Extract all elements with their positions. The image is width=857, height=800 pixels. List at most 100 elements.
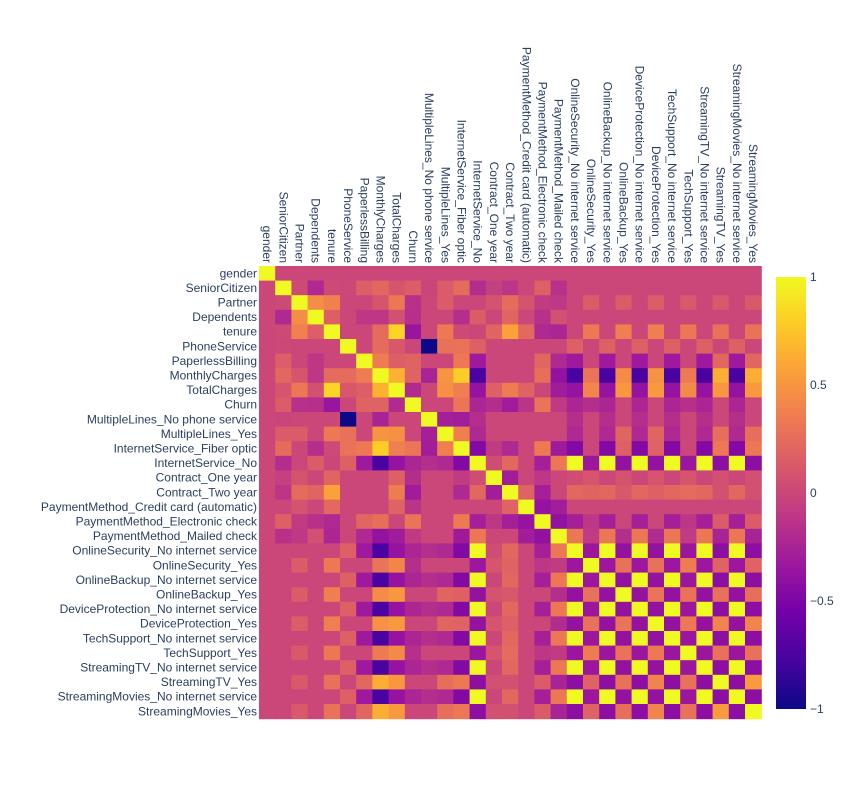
heatmap-cell: [372, 499, 390, 515]
heatmap-cell: [307, 528, 325, 544]
y-tick-label: TechSupport_Yes: [163, 646, 257, 660]
heatmap-cell: [518, 572, 535, 588]
heatmap-cell: [712, 660, 730, 676]
heatmap-cell: [696, 266, 714, 282]
heatmap-cell: [340, 455, 357, 471]
heatmap-cell: [372, 543, 390, 559]
heatmap-cell: [453, 631, 471, 647]
heatmap-cell: [615, 280, 633, 296]
y-tick-label: InternetService_No: [154, 456, 257, 470]
heatmap-cell: [566, 558, 584, 574]
heatmap-cell: [583, 295, 600, 311]
heatmap-cell: [647, 631, 665, 647]
heatmap-cell: [599, 382, 616, 398]
heatmap-cell: [631, 499, 649, 515]
heatmap-cell: [550, 543, 568, 559]
heatmap-cell: [340, 280, 357, 296]
heatmap-cell: [680, 470, 697, 486]
heatmap-cell: [534, 558, 552, 574]
heatmap-cell: [745, 601, 762, 617]
heatmap-cell: [728, 426, 746, 442]
heatmap-cell: [340, 470, 357, 486]
heatmap-cell: [680, 455, 697, 471]
heatmap-cell: [485, 353, 503, 369]
heatmap-cell: [615, 324, 633, 340]
heatmap-cell: [647, 485, 665, 501]
heatmap-cell: [631, 309, 649, 325]
heatmap-cell: [340, 645, 357, 661]
heatmap-cell: [388, 660, 406, 676]
x-tick-label: OnlineSecurity_No internet service: [568, 78, 582, 263]
heatmap-cell: [372, 412, 390, 428]
heatmap-cell: [437, 309, 454, 325]
heatmap-cell: [680, 339, 697, 355]
heatmap-cell: [437, 587, 454, 603]
heatmap-cell: [631, 558, 649, 574]
heatmap-cell: [404, 295, 422, 311]
heatmap-cell: [615, 470, 633, 486]
heatmap-cell: [469, 368, 487, 384]
heatmap-cell: [583, 368, 600, 384]
heatmap-cell: [566, 543, 584, 559]
heatmap-cell: [696, 660, 714, 676]
x-tick-label: DeviceProtection_No internet service: [633, 66, 647, 264]
heatmap-cell: [502, 514, 519, 530]
heatmap-cell: [583, 382, 600, 398]
heatmap-cell: [356, 382, 373, 398]
heatmap-cell: [388, 645, 406, 661]
heatmap-cell: [291, 397, 309, 413]
heatmap-cell: [372, 601, 390, 617]
heatmap-cell: [518, 280, 535, 296]
heatmap-cell: [550, 674, 568, 690]
x-tick-label: MultipleLines_Yes: [438, 167, 452, 263]
heatmap-cell: [566, 587, 584, 603]
heatmap-cell: [502, 382, 519, 398]
x-tick-label: PaymentMethod_Electronic check: [536, 82, 550, 264]
heatmap-cell: [291, 528, 309, 544]
heatmap-cell: [291, 558, 309, 574]
heatmap-cell: [631, 587, 649, 603]
heatmap-cell: [404, 324, 422, 340]
heatmap-cell: [745, 470, 762, 486]
heatmap-cell: [712, 616, 730, 632]
y-tick-label: OnlineBackup_No internet service: [76, 573, 258, 587]
heatmap-cell: [259, 660, 276, 676]
heatmap-cell: [469, 280, 487, 296]
heatmap-cell: [631, 426, 649, 442]
heatmap-cell: [583, 353, 600, 369]
heatmap-cell: [534, 528, 552, 544]
heatmap-cell: [583, 528, 600, 544]
heatmap-cell: [615, 689, 633, 705]
heatmap-cell: [566, 339, 584, 355]
heatmap-cell: [696, 514, 714, 530]
heatmap-cell: [388, 572, 406, 588]
heatmap-cell: [566, 368, 584, 384]
heatmap-cell: [485, 572, 503, 588]
heatmap-cell: [356, 266, 373, 282]
heatmap-cell: [502, 631, 519, 647]
heatmap-cell: [340, 631, 357, 647]
heatmap-cell: [647, 689, 665, 705]
heatmap-cell: [599, 295, 616, 311]
heatmap-cell: [307, 397, 325, 413]
heatmap-cell: [421, 543, 438, 559]
heatmap-cell: [485, 397, 503, 413]
heatmap-cell: [712, 441, 730, 457]
heatmap-cell: [518, 368, 535, 384]
heatmap-cell: [323, 572, 341, 588]
heatmap-cell: [323, 368, 341, 384]
heatmap-cell: [388, 528, 406, 544]
heatmap-cell: [745, 295, 762, 311]
heatmap-cell: [534, 412, 552, 428]
heatmap-cell: [307, 631, 325, 647]
heatmap-cell: [372, 631, 390, 647]
heatmap-cell: [340, 572, 357, 588]
heatmap-cell: [291, 645, 309, 661]
heatmap-cell: [647, 704, 665, 720]
heatmap-cell: [485, 339, 503, 355]
heatmap-cell: [680, 689, 697, 705]
heatmap-cell: [615, 558, 633, 574]
heatmap-cell: [291, 426, 309, 442]
heatmap-cell: [534, 543, 552, 559]
heatmap-cell: [550, 339, 568, 355]
